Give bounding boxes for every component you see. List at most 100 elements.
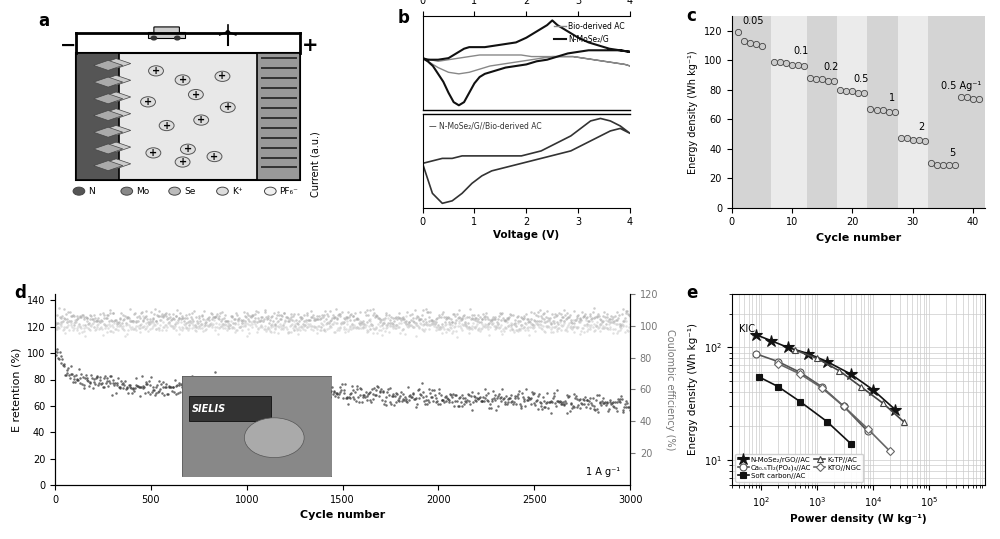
Circle shape xyxy=(141,96,155,107)
Bio-derived AC xyxy=(474,52,486,58)
FancyBboxPatch shape xyxy=(154,27,179,33)
Line: KTO//NGC: KTO//NGC xyxy=(775,361,893,454)
Circle shape xyxy=(73,187,85,195)
Text: +: + xyxy=(218,71,227,81)
Polygon shape xyxy=(102,159,131,169)
Bio-derived AC xyxy=(515,52,527,58)
Bio-derived AC xyxy=(494,52,506,58)
Circle shape xyxy=(121,187,133,195)
KTO//NGC xyxy=(772,360,784,367)
Bio-derived AC xyxy=(453,71,465,77)
Circle shape xyxy=(217,187,228,195)
KTO//NGC xyxy=(794,371,806,377)
Line: Bio-derived AC: Bio-derived AC xyxy=(423,55,630,74)
Polygon shape xyxy=(94,127,123,137)
Bio-derived AC xyxy=(484,52,496,58)
Polygon shape xyxy=(102,142,131,152)
Text: c: c xyxy=(686,6,696,25)
N-MoSe₂/rGO//AC xyxy=(821,358,833,365)
Polygon shape xyxy=(94,110,123,121)
Circle shape xyxy=(220,102,235,113)
N-MoSe₂/G xyxy=(453,102,465,108)
Bar xyxy=(76,53,300,180)
Text: 0.5: 0.5 xyxy=(854,74,869,84)
Bio-derived AC xyxy=(609,60,621,66)
Bio-derived AC xyxy=(624,63,636,69)
N-MoSe₂/G xyxy=(417,55,429,61)
N-MoSe₂/rGO//AC xyxy=(765,337,777,344)
Circle shape xyxy=(151,36,157,40)
Bio-derived AC xyxy=(424,57,436,63)
Bio-derived AC xyxy=(463,69,475,75)
Bio-derived AC xyxy=(453,55,465,61)
Polygon shape xyxy=(94,144,123,154)
Text: K⁺: K⁺ xyxy=(232,186,242,196)
Circle shape xyxy=(175,75,190,85)
Text: N: N xyxy=(88,186,95,196)
X-axis label: Cycle number: Cycle number xyxy=(300,510,385,520)
Line: N-MoSe₂/rGO//AC: N-MoSe₂/rGO//AC xyxy=(749,328,902,416)
Polygon shape xyxy=(94,77,123,87)
Bio-derived AC xyxy=(567,53,579,60)
Ca₀.₅Ti₂(PO₄)₃//AC xyxy=(838,403,850,410)
K₂TP//AC xyxy=(877,400,889,406)
Y-axis label: Energy density (Wh kg⁻¹): Energy density (Wh kg⁻¹) xyxy=(688,323,698,455)
Line: Ca₀.₅Ti₂(PO₄)₃//AC: Ca₀.₅Ti₂(PO₄)₃//AC xyxy=(752,350,871,435)
Circle shape xyxy=(207,151,222,162)
X-axis label: Cycle number: Cycle number xyxy=(816,233,901,243)
K₂TP//AC xyxy=(855,383,867,390)
Bio-derived AC xyxy=(577,55,589,61)
Bio-derived AC xyxy=(619,61,631,68)
Text: 0.1: 0.1 xyxy=(794,46,809,56)
Text: +: + xyxy=(179,157,187,167)
X-axis label: Power density (W kg⁻¹): Power density (W kg⁻¹) xyxy=(790,514,927,524)
Bar xyxy=(732,16,771,208)
Circle shape xyxy=(188,89,203,100)
Bio-derived AC xyxy=(515,58,527,65)
Circle shape xyxy=(159,120,174,130)
Text: Mo: Mo xyxy=(136,186,149,196)
Circle shape xyxy=(169,187,180,195)
Text: Current (a.u.): Current (a.u.) xyxy=(310,132,320,197)
X-axis label: Voltage (V): Voltage (V) xyxy=(493,230,559,240)
Y-axis label: E retention (%): E retention (%) xyxy=(11,347,21,432)
Text: +: + xyxy=(224,102,232,112)
Text: 2: 2 xyxy=(919,122,925,133)
KTO//NGC xyxy=(838,403,850,410)
Circle shape xyxy=(226,31,229,32)
Text: 1: 1 xyxy=(889,93,895,103)
Text: 1 A g⁻¹: 1 A g⁻¹ xyxy=(586,467,621,476)
Polygon shape xyxy=(94,161,123,171)
KTO//NGC xyxy=(816,384,828,391)
Bar xyxy=(898,16,928,208)
Text: KIC: KIC xyxy=(739,324,755,334)
Circle shape xyxy=(264,187,276,195)
Ca₀.₅Ti₂(PO₄)₃//AC xyxy=(772,358,784,365)
Text: e: e xyxy=(686,284,698,302)
Bar xyxy=(837,16,867,208)
Bio-derived AC xyxy=(598,58,610,65)
Polygon shape xyxy=(102,59,131,68)
K₂TP//AC xyxy=(789,347,801,353)
Bar xyxy=(807,16,837,208)
N-MoSe₂/rGO//AC xyxy=(845,371,857,377)
Text: +: + xyxy=(179,75,187,85)
Bio-derived AC xyxy=(624,63,636,69)
Circle shape xyxy=(175,36,180,40)
Text: 5: 5 xyxy=(949,148,955,157)
Polygon shape xyxy=(102,75,131,85)
Bio-derived AC xyxy=(463,53,475,60)
Bio-derived AC xyxy=(474,66,486,72)
Text: +: + xyxy=(149,148,157,158)
Text: 0.2: 0.2 xyxy=(824,62,839,72)
K₂TP//AC xyxy=(833,368,845,374)
Bio-derived AC xyxy=(442,57,454,63)
N-MoSe₂/G xyxy=(614,47,626,53)
Polygon shape xyxy=(102,92,131,102)
Text: 0.05: 0.05 xyxy=(742,17,764,26)
Bio-derived AC xyxy=(442,69,454,75)
Line: N-MoSe₂/G: N-MoSe₂/G xyxy=(423,20,630,105)
Bio-derived AC xyxy=(432,58,444,65)
Bio-derived AC xyxy=(609,60,621,66)
Bio-derived AC xyxy=(526,53,538,60)
